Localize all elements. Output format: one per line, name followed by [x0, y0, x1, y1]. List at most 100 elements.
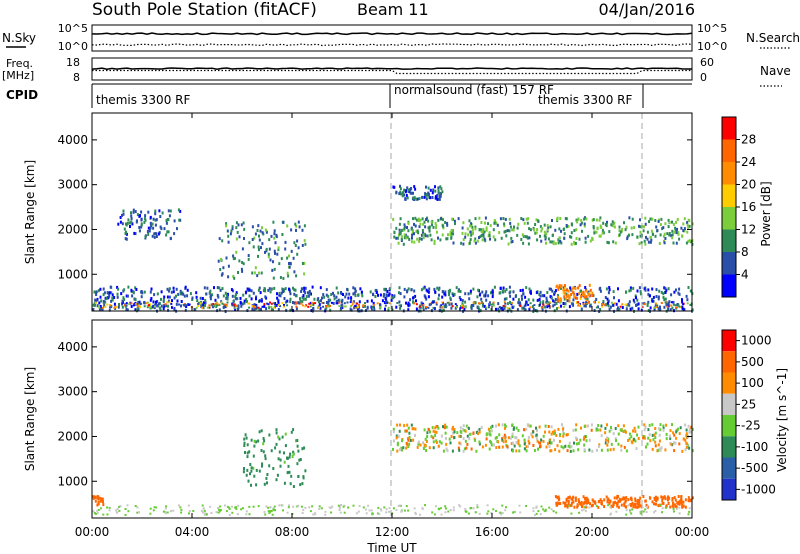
power-echo-cell: [272, 220, 275, 224]
power-echo-cell: [160, 304, 163, 308]
power-echo-cell: [627, 233, 630, 237]
power-echo-cell: [208, 306, 211, 309]
power-echo-cell: [583, 222, 586, 226]
power-echo-cell: [208, 304, 211, 307]
power-echo-cell: [177, 208, 180, 212]
power-echo-cell: [429, 196, 432, 200]
power-echo-cell: [251, 238, 254, 241]
power-echo-cell: [218, 286, 221, 290]
power-echo-cell: [221, 302, 224, 305]
power-echo-cell: [528, 236, 531, 240]
velocity-echo-cell: [682, 504, 685, 508]
power-echo-cell: [418, 305, 421, 308]
velocity-echo-cell: [270, 449, 273, 453]
power-echo-cell: [178, 303, 180, 306]
power-echo-cell: [98, 301, 101, 305]
power-echo-cell: [234, 307, 237, 311]
velocity-echo-cell: [646, 505, 649, 508]
power-echo-cell: [268, 238, 271, 242]
power-echo-cell: [492, 228, 495, 232]
power-echo-cell: [522, 306, 525, 310]
power-echo-cell: [681, 305, 684, 309]
velocity-echo-cell: [371, 512, 374, 515]
velocity-echo-cell: [570, 445, 573, 449]
power-echo-cell: [253, 303, 256, 307]
power-colorbar-bin: [722, 117, 736, 140]
velocity-echo-cell: [282, 509, 284, 512]
velocity-echo-cell: [519, 511, 522, 514]
velocity-echo-cell: [657, 443, 660, 447]
power-echo-cell: [451, 305, 454, 308]
velocity-echo-cell: [647, 436, 650, 440]
power-echo-cell: [135, 302, 138, 305]
velocity-echo-cell: [654, 431, 657, 435]
freq-label: Freq.: [6, 57, 33, 70]
velocity-echo-cell: [537, 447, 539, 451]
power-echo-cell: [572, 286, 575, 290]
power-echo-cell: [500, 236, 503, 240]
velocity-echo-cell: [462, 428, 464, 432]
power-echo-cell: [565, 292, 568, 296]
power-echo-cell: [423, 220, 426, 224]
power-echo-cell: [283, 297, 286, 300]
velocity-echo-cell: [304, 506, 307, 509]
station-title: South Pole Station (fitACF): [92, 0, 317, 20]
power-echo-cell: [400, 235, 403, 239]
power-echo-cell: [672, 300, 675, 304]
velocity-echo-cell: [388, 507, 391, 510]
power-echo-cell: [455, 306, 458, 309]
velocity-echo-cell: [639, 504, 642, 508]
power-echo-cell: [278, 293, 281, 297]
velocity-ytick-label: 1000: [57, 474, 88, 488]
power-echo-cell: [217, 303, 220, 306]
velocity-echo-cell: [409, 439, 412, 442]
velocity-echo-cell: [502, 440, 505, 444]
velocity-echo-cell: [486, 512, 489, 515]
velocity-echo-cell: [488, 429, 491, 433]
power-echo-cell: [434, 290, 437, 294]
velocity-echo-cell: [535, 433, 538, 437]
power-echo-cell: [351, 303, 354, 306]
velocity-echo-cell: [468, 437, 471, 441]
power-echo-cell: [529, 228, 532, 232]
velocity-echo-cell: [445, 425, 448, 429]
power-echo-cell: [445, 237, 448, 241]
power-echo-cell: [528, 307, 531, 311]
velocity-echo-cell: [395, 436, 398, 440]
velocity-echo-cell: [688, 446, 691, 450]
power-echo-cell: [132, 304, 135, 307]
power-echo-cell: [539, 290, 542, 294]
velocity-echo-cell: [672, 502, 675, 506]
velocity-echo-cell: [567, 499, 570, 503]
power-echo-cell: [235, 305, 238, 307]
power-echo-cell: [601, 303, 604, 306]
power-echo-cell: [403, 188, 406, 192]
velocity-echo-cell: [651, 500, 654, 504]
power-echo-cell: [478, 228, 481, 232]
power-echo-cell: [153, 235, 156, 239]
power-echo-cell: [289, 262, 292, 266]
velocity-echo-cell: [669, 505, 672, 509]
velocity-echo-cell: [664, 448, 667, 452]
power-echo-cell: [608, 230, 611, 233]
power-echo-cell: [425, 297, 428, 301]
power-colorbar-tick-label: 12: [741, 223, 756, 237]
power-echo-cell: [392, 217, 395, 221]
power-echo-cell: [687, 226, 690, 230]
power-echo-cell: [616, 308, 619, 311]
velocity-echo-cell: [126, 504, 129, 507]
power-echo-cell: [215, 306, 218, 308]
power-echo-cell: [636, 289, 639, 293]
velocity-echo-cell: [557, 501, 560, 505]
power-echo-cell: [581, 293, 584, 297]
power-echo-cell: [645, 235, 647, 239]
x-tick-label: 00:00: [75, 525, 110, 539]
power-echo-cell: [179, 292, 182, 296]
velocity-echo-cell: [590, 504, 593, 508]
power-echo-cell: [414, 294, 417, 298]
velocity-echo-cell: [495, 446, 498, 449]
velocity-echo-cell: [490, 511, 493, 514]
power-echo-cell: [589, 288, 592, 292]
power-echo-cell: [167, 289, 170, 293]
